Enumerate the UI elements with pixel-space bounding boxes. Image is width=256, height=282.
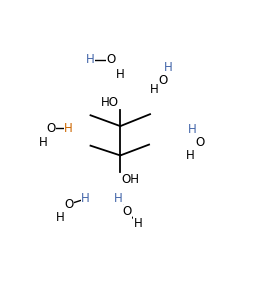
Text: O: O: [195, 136, 204, 149]
Text: H: H: [164, 61, 172, 74]
Text: O: O: [158, 74, 168, 87]
Text: H: H: [114, 192, 123, 205]
Text: H: H: [86, 53, 95, 66]
Text: O: O: [123, 205, 132, 218]
Text: O: O: [46, 122, 56, 135]
Text: H: H: [188, 123, 197, 136]
Text: H: H: [64, 122, 73, 135]
Text: H: H: [39, 136, 47, 149]
Text: O: O: [64, 198, 73, 211]
Text: H: H: [116, 67, 125, 80]
Text: H: H: [134, 217, 143, 230]
Text: H: H: [150, 83, 158, 96]
Text: H: H: [55, 211, 64, 224]
Text: H: H: [81, 192, 90, 205]
Text: HO: HO: [101, 96, 119, 109]
Text: H: H: [186, 149, 195, 162]
Text: OH: OH: [121, 173, 139, 186]
Text: O: O: [107, 53, 116, 66]
